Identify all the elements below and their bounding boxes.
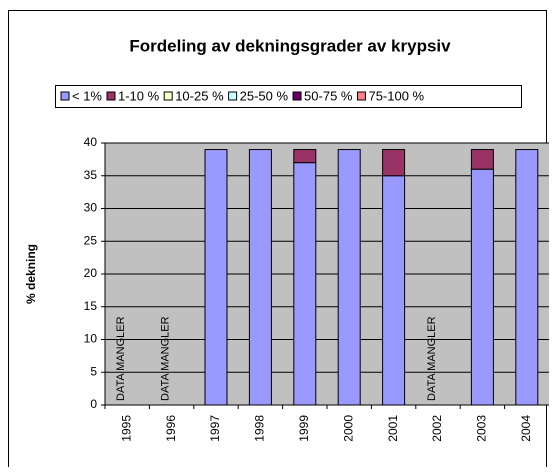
- y-axis-label: % dekning: [24, 244, 38, 304]
- y-tick-label: 25: [84, 233, 98, 247]
- legend-label: 1-10 %: [118, 88, 160, 103]
- x-tick-label: 2003: [475, 415, 489, 442]
- legend-box: [55, 85, 522, 108]
- y-tick-label: 0: [90, 397, 97, 411]
- bar-segment: [382, 149, 406, 177]
- bar-segment: [470, 149, 494, 170]
- annotation: DATA MANGLER: [160, 316, 172, 401]
- legend-label: 75-100 %: [368, 88, 424, 103]
- legend: < 1% 1-10 % 10-25 % 25-50 % 50-75 % 75-100 %: [55, 85, 522, 108]
- y-tick-label: 10: [84, 332, 98, 346]
- legend-label: 25-50 %: [240, 88, 289, 103]
- legend-label: < 1%: [72, 88, 102, 103]
- legend-swatch: [163, 91, 173, 101]
- annotation: DATA MANGLER: [426, 316, 438, 401]
- x-tick-label: 2002: [430, 415, 444, 442]
- y-tick-label: 15: [84, 299, 98, 313]
- legend-label: 10-25 %: [175, 88, 224, 103]
- bar-segment: [515, 149, 539, 406]
- x-tick-label: 2004: [519, 415, 533, 442]
- chart-title: Fordeling av dekningsgrader av krypsiv: [129, 36, 451, 55]
- y-tick-label: 20: [84, 266, 98, 280]
- bar-segment: [248, 149, 272, 406]
- x-tick-label: 1999: [297, 415, 311, 442]
- x-tick-label: 1995: [119, 415, 133, 442]
- x-tick-label: 1997: [208, 415, 222, 442]
- x-tick-label: 1996: [164, 415, 178, 442]
- legend-swatch: [356, 91, 366, 101]
- bar-segment: [293, 149, 317, 164]
- legend-swatch: [106, 91, 116, 101]
- x-tick-label: 2001: [386, 415, 400, 442]
- bar-segment: [337, 149, 361, 406]
- y-tick-label: 40: [84, 135, 98, 149]
- bar-segment: [293, 162, 317, 406]
- legend-swatch: [292, 91, 302, 101]
- y-tick-label: 30: [84, 201, 98, 215]
- bar-segment: [204, 149, 228, 406]
- y-tick-label: 35: [84, 168, 98, 182]
- bar-segment: [470, 168, 494, 406]
- legend-label: 50-75 %: [304, 88, 353, 103]
- x-tick-label: 1998: [253, 415, 267, 442]
- legend-swatch: [60, 91, 70, 101]
- annotation: DATA MANGLER: [115, 316, 127, 401]
- x-tick-label: 2000: [341, 415, 355, 442]
- legend-swatch: [228, 91, 238, 101]
- bar-segment: [382, 175, 406, 406]
- y-tick-label: 5: [90, 364, 97, 378]
